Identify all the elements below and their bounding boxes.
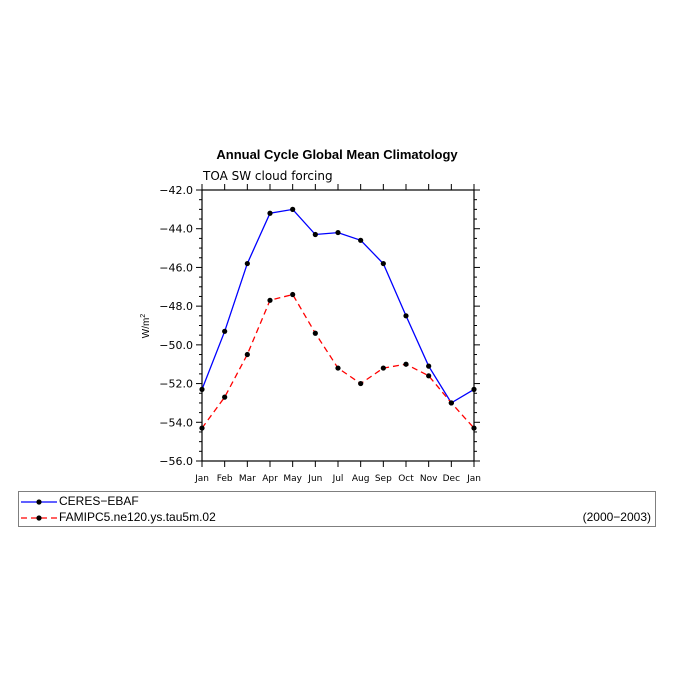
series-2-point xyxy=(335,365,341,371)
series-line-2 xyxy=(201,293,475,429)
legend-label-series-1: CERES−EBAF xyxy=(59,494,139,508)
series-1-point xyxy=(199,386,205,392)
series-1-point xyxy=(222,328,228,334)
series-2-point xyxy=(448,400,454,406)
plot-area: −42.0 −44.0 −46.0 −48.0 −50.0 −52.0 −54.0 −56.0… xyxy=(159,184,481,484)
series-1-point xyxy=(335,229,341,236)
series-1-point xyxy=(358,237,364,243)
x-tick-label: Dec xyxy=(443,474,460,484)
x-tick-label: Feb xyxy=(217,474,233,484)
series-1-point xyxy=(312,231,318,238)
series-2-point xyxy=(290,291,296,298)
series-1-point xyxy=(244,260,250,267)
chart-subtitle: TOA SW cloud forcing xyxy=(202,169,333,183)
y-tick-label: −52.0 xyxy=(159,378,193,391)
y-tick-label: −50.0 xyxy=(159,339,193,352)
series-2-point xyxy=(403,361,409,367)
x-tick-label: Jan xyxy=(194,474,209,484)
y-tick-label: −48.0 xyxy=(159,300,193,313)
x-tick-label: Sep xyxy=(375,474,392,484)
series-2-point xyxy=(471,425,477,431)
y-tick-label: −56.0 xyxy=(159,455,193,468)
series-2-point xyxy=(426,373,432,379)
y-tick-label: −42.0 xyxy=(159,184,193,197)
legend-label-series-2: FAMIPC5.ne120.ys.tau5m.02 xyxy=(59,510,216,524)
series-2-point xyxy=(358,380,364,387)
y-axis-label: W/m2 xyxy=(140,314,152,339)
series-line-1 xyxy=(201,208,475,404)
series-1-point xyxy=(380,260,386,267)
series-2-point xyxy=(267,297,273,303)
y-axis-label-superscript: 2 xyxy=(140,314,147,318)
series-2-point xyxy=(380,365,386,371)
x-tick-label: May xyxy=(283,474,302,484)
y-axis-label-base: W/m xyxy=(141,318,152,339)
legend-markers xyxy=(21,499,57,521)
series-1-point xyxy=(403,313,409,319)
legend: CERES−EBAF FAMIPC5.ne120.ys.tau5m.02 (20… xyxy=(18,491,656,527)
y-tick-label: −46.0 xyxy=(159,261,193,274)
series-1-point xyxy=(426,363,432,369)
x-tick-label: Mar xyxy=(239,474,256,484)
x-tick-label: Nov xyxy=(420,474,438,484)
series-2-point xyxy=(199,425,205,431)
x-tick-label: Jul xyxy=(332,474,344,484)
legend-period: (2000−2003) xyxy=(582,510,651,524)
series-1-point xyxy=(290,206,296,212)
x-tick-label: Aug xyxy=(352,474,370,484)
chart-title: Annual Cycle Global Mean Climatology xyxy=(216,147,458,162)
legend-marker-series-1 xyxy=(36,499,42,505)
series-2-point xyxy=(312,330,318,336)
series-1-point xyxy=(267,210,273,216)
series-2-point xyxy=(222,394,228,400)
series-2-point xyxy=(244,351,250,358)
x-tick-label: Jun xyxy=(307,474,322,484)
x-tick-label: Apr xyxy=(262,474,278,484)
x-tick-label: Oct xyxy=(398,474,414,484)
y-tick-label: −54.0 xyxy=(159,416,193,429)
legend-marker-series-2 xyxy=(36,515,42,521)
x-tick-label: Jan xyxy=(466,474,481,484)
series-1-point xyxy=(471,386,477,392)
y-tick-label: −44.0 xyxy=(159,223,193,236)
